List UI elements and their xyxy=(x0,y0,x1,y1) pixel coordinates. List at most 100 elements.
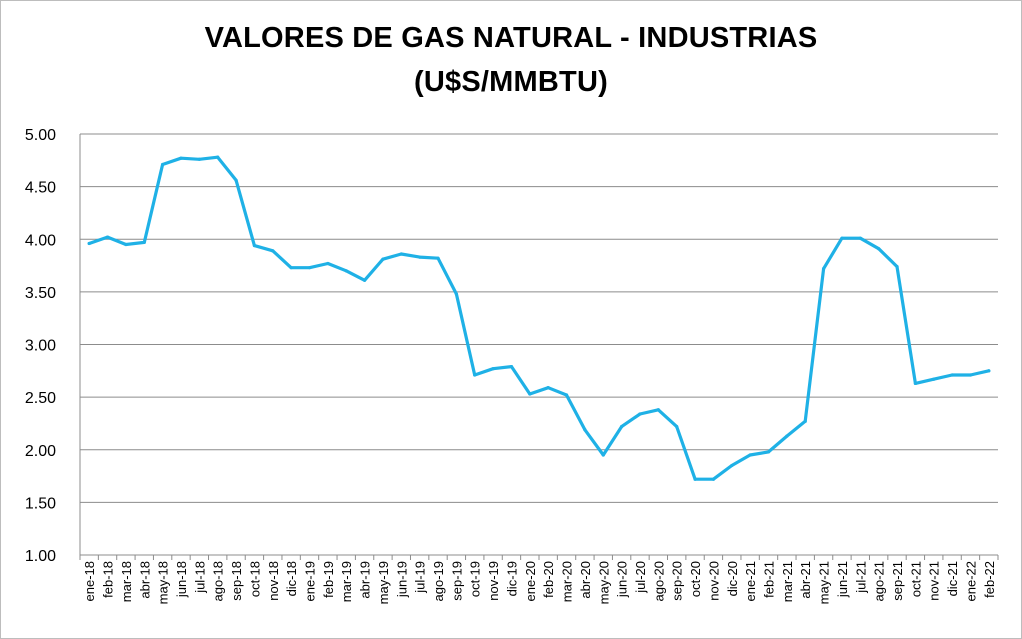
x-tick-label: ago-21 xyxy=(872,561,887,601)
y-tick-label: 2.50 xyxy=(25,390,56,407)
y-tick-label: 2.00 xyxy=(25,443,56,460)
data-point xyxy=(381,257,385,261)
data-point xyxy=(436,256,440,260)
x-tick-label: ago-18 xyxy=(211,561,226,601)
y-tick-label: 4.00 xyxy=(25,232,56,249)
data-point xyxy=(987,369,991,373)
data-point xyxy=(454,292,458,296)
x-tick-label: feb-21 xyxy=(762,561,777,598)
data-point xyxy=(620,424,624,429)
y-tick-label: 1.00 xyxy=(25,548,56,565)
x-tick-label: abr-19 xyxy=(358,561,373,599)
x-tick-label: jul-18 xyxy=(192,561,207,594)
x-tick-label: mar-21 xyxy=(780,561,795,602)
series-line xyxy=(87,155,991,481)
data-point xyxy=(399,252,403,256)
x-tick-label: sep-20 xyxy=(670,561,685,601)
data-point xyxy=(932,377,936,381)
x-tick-label: nov-19 xyxy=(486,561,501,601)
x-tick-label: ene-21 xyxy=(743,561,758,601)
y-tick-label: 1.50 xyxy=(25,495,56,512)
x-tick-label: sep-21 xyxy=(890,561,905,601)
data-point xyxy=(564,393,569,397)
x-tick-label: feb-22 xyxy=(982,561,997,598)
x-tick-label: oct-18 xyxy=(247,561,262,597)
data-point xyxy=(271,249,275,253)
data-point xyxy=(179,156,183,160)
data-point xyxy=(601,453,605,457)
data-point xyxy=(803,419,807,423)
data-point xyxy=(105,235,110,239)
x-tick-label: abr-20 xyxy=(578,561,593,599)
x-tick-label: jun-21 xyxy=(835,561,850,598)
y-tick-label: 3.00 xyxy=(25,338,56,355)
data-point xyxy=(968,373,973,377)
chart-title: VALORES DE GAS NATURAL - INDUSTRIAS xyxy=(204,22,818,54)
x-tick-label: oct-20 xyxy=(688,561,703,597)
data-point xyxy=(913,381,917,386)
x-tick-label: dic-19 xyxy=(504,561,519,596)
data-point xyxy=(730,463,734,468)
data-point xyxy=(344,269,348,273)
data-point xyxy=(950,373,954,377)
data-point xyxy=(142,240,146,245)
data-point xyxy=(638,412,642,416)
data-point xyxy=(583,428,587,432)
x-tick-label: ago-20 xyxy=(651,561,666,601)
x-tick-label: dic-18 xyxy=(284,561,299,596)
x-tick-label: dic-20 xyxy=(725,561,740,596)
data-point xyxy=(711,477,716,481)
data-point xyxy=(656,408,660,412)
data-point xyxy=(675,424,679,429)
data-point xyxy=(326,261,330,266)
data-point xyxy=(693,477,697,481)
data-point xyxy=(418,255,422,259)
x-tick-label: feb-20 xyxy=(541,561,556,598)
x-tick-label: jun-19 xyxy=(394,561,409,598)
data-point xyxy=(473,373,477,377)
x-tick-label: sep-18 xyxy=(229,561,244,601)
x-tick-label: feb-19 xyxy=(321,561,336,598)
x-tick-label: sep-19 xyxy=(449,561,464,601)
data-point xyxy=(252,243,257,248)
x-tick-label: oct-21 xyxy=(908,561,923,597)
data-point xyxy=(840,236,844,240)
x-tick-label: dic-21 xyxy=(945,561,960,596)
data-point xyxy=(821,267,826,271)
y-tick-label: 5.00 xyxy=(25,127,56,144)
data-point xyxy=(197,157,201,161)
data-point xyxy=(528,392,532,396)
x-tick-label: oct-19 xyxy=(468,561,483,597)
x-tick-label: may-20 xyxy=(596,561,611,604)
x-tick-label: mar-18 xyxy=(119,561,134,602)
data-point xyxy=(877,247,881,251)
x-tick-label: may-19 xyxy=(376,561,391,604)
data-point xyxy=(307,266,312,270)
x-tick-label: nov-20 xyxy=(706,561,721,601)
data-point xyxy=(124,242,128,247)
data-point xyxy=(785,434,789,438)
x-tick-label: ago-19 xyxy=(431,561,446,601)
x-tick-label: nov-21 xyxy=(927,561,942,601)
x-tick-label: nov-18 xyxy=(266,561,281,601)
data-point xyxy=(858,236,862,240)
x-tick-label: jun-18 xyxy=(174,561,189,598)
x-tick-label: mar-19 xyxy=(339,561,354,602)
x-tick-label: may-18 xyxy=(156,561,171,604)
x-tick-label: ene-22 xyxy=(963,561,978,601)
x-tick-label: may-21 xyxy=(817,561,832,604)
x-tick-label: mar-20 xyxy=(560,561,575,602)
x-tick-label: ene-19 xyxy=(303,561,318,601)
data-point xyxy=(895,265,899,269)
data-point xyxy=(491,367,495,371)
data-point xyxy=(766,450,771,454)
x-tick-label: ene-18 xyxy=(82,561,97,601)
data-point xyxy=(161,162,165,167)
x-tick-label: jul-19 xyxy=(413,561,428,594)
x-tick-label: abr-18 xyxy=(137,561,152,599)
y-tick-label: 4.50 xyxy=(25,180,56,197)
data-point xyxy=(289,266,293,270)
y-tick-label: 3.50 xyxy=(25,285,56,302)
